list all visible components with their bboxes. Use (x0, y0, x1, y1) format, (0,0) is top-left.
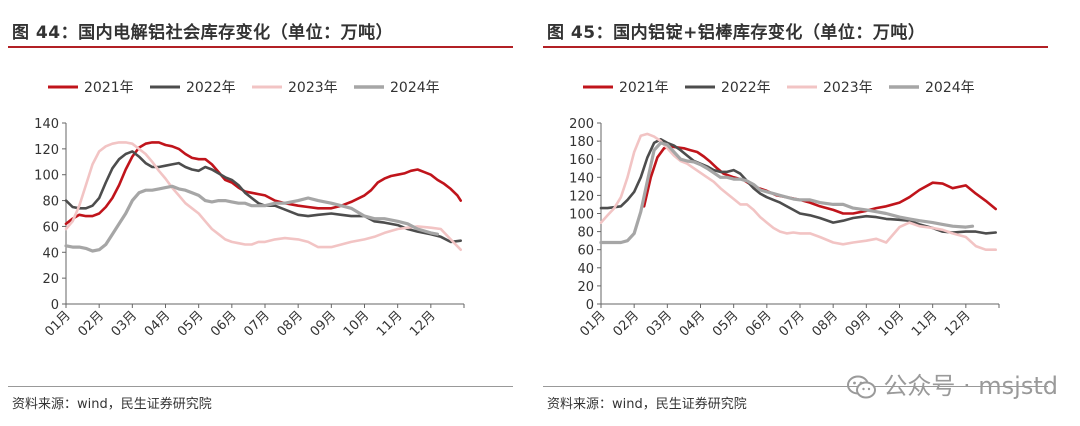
y-tick-label: 120 (569, 189, 594, 204)
legend-label: 2023年 (823, 80, 873, 96)
legend-label: 2024年 (925, 80, 975, 96)
x-tick-label: 09月 (308, 308, 339, 339)
x-tick-label: 01月 (42, 308, 73, 339)
x-tick-label: 06月 (208, 308, 239, 339)
x-tick-label: 11月 (374, 308, 405, 339)
chart-panel-right: 图 45：国内铝锭+铝棒库存变化（单位：万吨） 2021年 2022年 2023年 2… (535, 0, 1070, 426)
y-tick-label: 40 (42, 246, 59, 261)
y-tick-label: 20 (42, 272, 59, 287)
x-tick-label: 11月 (909, 308, 940, 339)
y-tick-label: 20 (577, 280, 594, 295)
chart-panel-left: 图 44：国内电解铝社会库存变化（单位：万吨） 2021年 2022年 2023年 2… (0, 0, 535, 426)
watermark: 公众号 · msjstd (847, 366, 1058, 401)
x-tick-label: 07月 (241, 308, 272, 339)
x-tick-label: 08月 (809, 308, 840, 339)
series-line-2022年 (64, 150, 462, 244)
series-line-2024年 (599, 141, 975, 245)
line-chart-aluminum-social-inventory: 2021年 2022年 2023年 2024年 0 20 40 60 80 100 120 140 01… (34, 80, 465, 340)
legend-label: 2022年 (186, 80, 236, 96)
wechat-icon (847, 374, 877, 400)
line-chart-ingot-bar-inventory: 2021年 2022年 2023年 2024年 0 20 40 60 80 100 120 140 16… (569, 80, 1000, 340)
y-tick-label: 140 (34, 117, 59, 132)
y-tick-label: 180 (569, 135, 594, 150)
source-divider (8, 386, 513, 387)
x-tick-label: 08月 (274, 308, 305, 339)
y-tick-label: 60 (42, 220, 59, 235)
chart-title: 图 45：国内铝锭+铝棒库存变化（单位：万吨） (547, 23, 926, 43)
title-divider (8, 46, 513, 48)
x-tick-label: 02月 (75, 308, 106, 339)
x-tick-label: 07月 (776, 308, 807, 339)
y-tick-label: 100 (569, 208, 594, 223)
y-tick-label: 0 (51, 298, 59, 313)
x-tick-label: 05月 (175, 308, 206, 339)
y-tick-label: 100 (34, 169, 59, 184)
x-tick-label: 06月 (743, 308, 774, 339)
legend-label: 2024年 (390, 80, 440, 96)
y-tick-label: 0 (586, 298, 594, 313)
series-line-2023年 (599, 132, 997, 251)
x-tick-label: 10月 (341, 308, 372, 339)
y-tick-label: 80 (42, 195, 59, 210)
series-line-2022年 (599, 138, 997, 235)
series-line-2023年 (64, 141, 462, 251)
x-tick-label: 12月 (942, 308, 973, 339)
x-tick-label: 03月 (109, 308, 140, 339)
source-divider (543, 386, 1048, 387)
legend-label: 2022年 (721, 80, 771, 96)
legend-label: 2021年 (84, 80, 134, 96)
chart-title: 图 44：国内电解铝社会库存变化（单位：万吨） (12, 23, 394, 43)
x-tick-label: 04月 (677, 308, 708, 339)
y-tick-label: 200 (569, 117, 594, 132)
source-note: 资料来源：wind，民生证券研究院 (12, 397, 212, 412)
y-tick-label: 140 (569, 171, 594, 186)
x-tick-label: 04月 (142, 308, 173, 339)
title-divider (543, 46, 1048, 48)
y-tick-label: 60 (577, 244, 594, 259)
x-tick-label: 09月 (843, 308, 874, 339)
source-note: 资料来源：wind，民生证券研究院 (547, 397, 747, 412)
y-tick-label: 160 (569, 153, 594, 168)
x-tick-label: 01月 (577, 308, 608, 339)
y-tick-label: 80 (577, 226, 594, 241)
legend-label: 2021年 (619, 80, 669, 96)
legend-label: 2023年 (288, 80, 338, 96)
x-tick-label: 10月 (876, 308, 907, 339)
series-line-2024年 (64, 184, 440, 253)
x-tick-label: 05月 (710, 308, 741, 339)
x-tick-label: 02月 (610, 308, 641, 339)
x-tick-label: 12月 (407, 308, 438, 339)
y-tick-label: 40 (577, 262, 594, 277)
x-tick-label: 03月 (644, 308, 675, 339)
y-tick-label: 120 (34, 143, 59, 158)
watermark-text: 公众号 · msjstd (883, 372, 1058, 400)
